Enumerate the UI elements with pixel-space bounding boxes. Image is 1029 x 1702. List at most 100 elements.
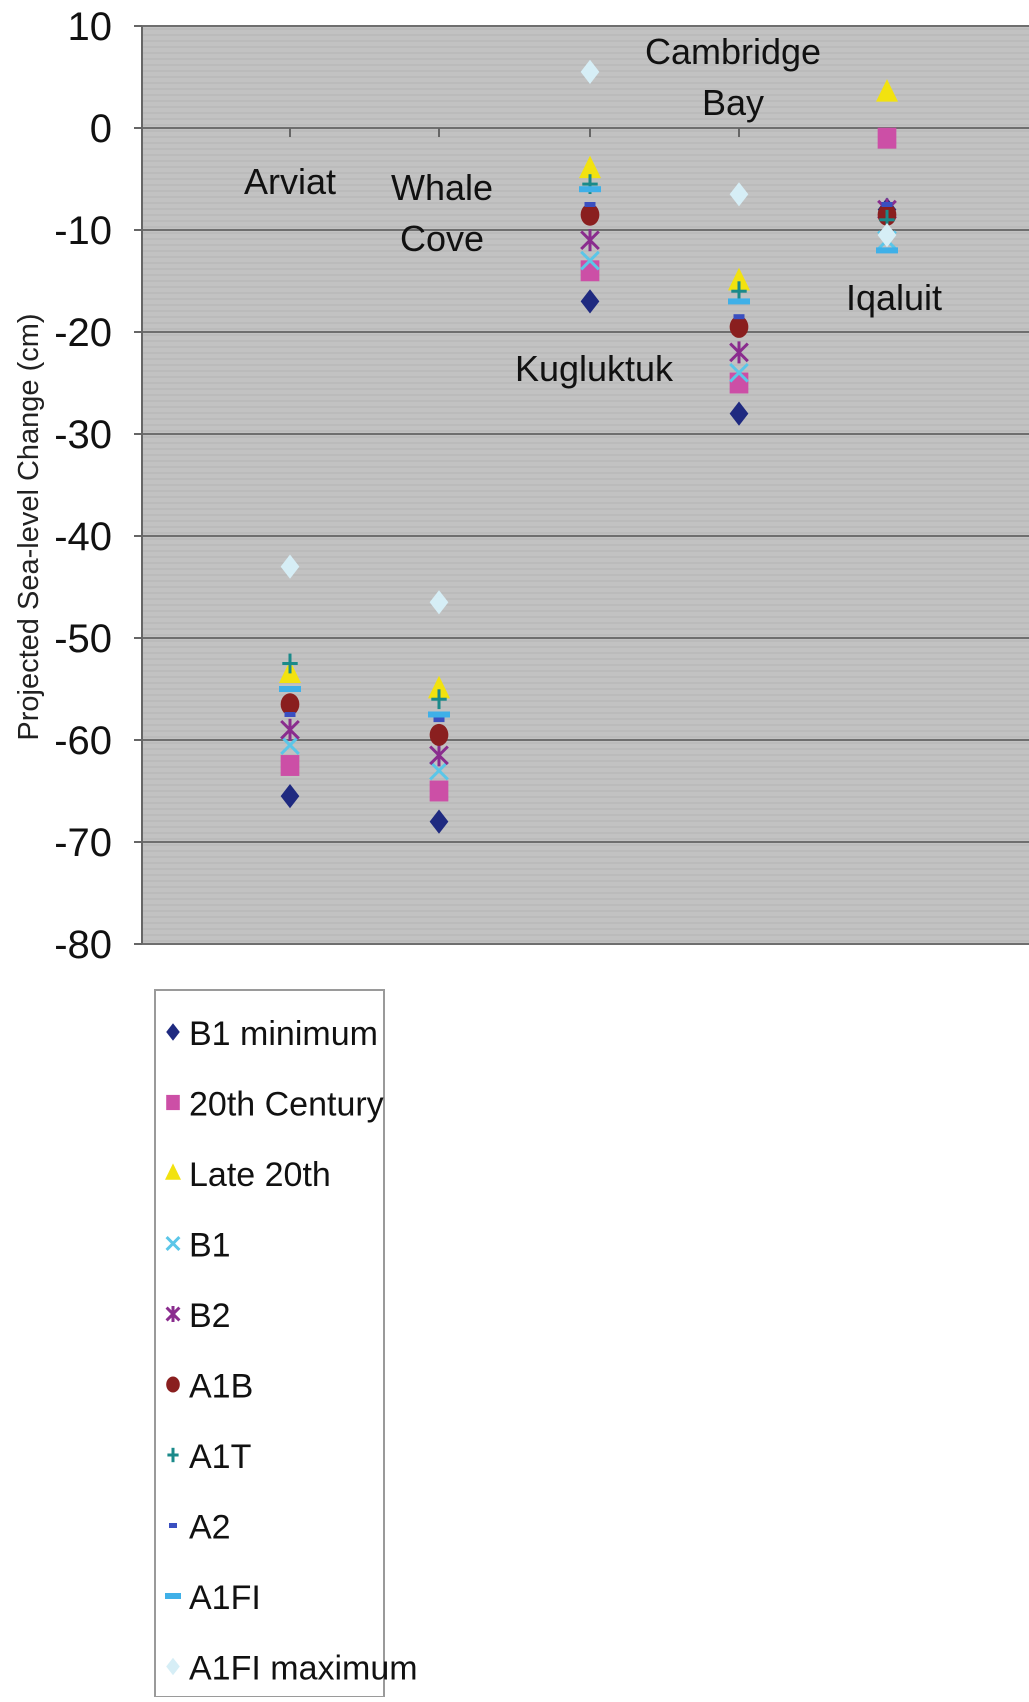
legend-item: A1B xyxy=(166,1368,253,1406)
legend-label: A1B xyxy=(189,1368,253,1406)
plot-area: 10 0 -10 -20 -30 -40 -50 -60 -70 -80 Arviat Whale Co… xyxy=(54,5,1029,967)
point-late-20th xyxy=(579,155,601,179)
category-label: Kugluktuk xyxy=(515,348,674,389)
y-tick-label: -40 xyxy=(54,515,112,559)
point-20th-century xyxy=(877,127,897,149)
point-a1b xyxy=(429,723,449,746)
point-a1b xyxy=(280,693,300,716)
point-b1-minimum xyxy=(280,784,300,809)
category-label: Iqaluit xyxy=(846,277,942,318)
point-a2 xyxy=(284,712,296,717)
category-label-line: Kugluktuk xyxy=(515,348,674,389)
point-20th-century xyxy=(729,372,749,394)
legend-item: B2 xyxy=(165,1297,231,1335)
legend-label: B1 xyxy=(189,1227,231,1265)
legend-marker xyxy=(166,1094,180,1111)
point-a2 xyxy=(584,202,596,207)
legend-label: Late 20th xyxy=(189,1156,331,1194)
marker-stroke xyxy=(580,250,600,271)
point-b1-minimum xyxy=(580,289,600,314)
category-label: Cambridge Bay xyxy=(645,31,821,123)
legend-marker xyxy=(167,1447,179,1463)
legend-label: A1FI xyxy=(189,1579,261,1617)
legend-box xyxy=(154,989,385,1698)
point-a1fi-maximum xyxy=(877,223,897,248)
point-a1b xyxy=(580,203,600,226)
legend-label: B1 minimum xyxy=(189,1015,378,1053)
point-b2 xyxy=(280,718,300,741)
point-late-20th xyxy=(728,267,750,291)
legend-item: A1T xyxy=(167,1438,251,1476)
point-b1 xyxy=(280,735,300,755)
legend-item: B1 minimum xyxy=(166,1015,378,1053)
point-b2 xyxy=(429,744,449,767)
point-a1t xyxy=(431,689,447,710)
category-label-line: Arviat xyxy=(244,161,336,202)
marker-stroke xyxy=(165,1236,181,1251)
legend-marker xyxy=(169,1523,177,1528)
y-tick-label: -60 xyxy=(54,719,112,763)
point-a1fi xyxy=(876,247,898,254)
point-b1 xyxy=(580,250,600,271)
legend-marker xyxy=(165,1163,181,1180)
legend: B1 minimum 20th Century Late 20th B1 B2 A1B A1… xyxy=(154,989,418,1698)
point-a1fi xyxy=(279,686,301,692)
y-tick-label: 0 xyxy=(90,107,112,151)
legend-item: B1 xyxy=(165,1227,231,1265)
point-b1-minimum xyxy=(429,809,449,834)
category-label-line: Cambridge xyxy=(645,31,821,72)
category-label: Arviat xyxy=(244,161,336,202)
point-a1fi xyxy=(579,186,601,193)
point-a2 xyxy=(881,202,893,207)
legend-item: Late 20th xyxy=(165,1156,331,1194)
legend-item: A1FI xyxy=(165,1579,261,1617)
point-late-20th xyxy=(428,675,450,699)
marker-stroke xyxy=(280,735,300,755)
point-a1fi-maximum xyxy=(729,182,749,207)
legend-marker xyxy=(166,1376,180,1393)
y-tick-label: 10 xyxy=(68,5,113,49)
legend-label: A2 xyxy=(189,1509,231,1547)
legend-marker xyxy=(165,1593,181,1599)
y-axis-title: Projected Sea-level Change (cm) xyxy=(13,313,45,740)
legend-marker xyxy=(165,1236,181,1251)
y-tick-label: -20 xyxy=(54,311,112,355)
y-tick-label: -50 xyxy=(54,617,112,661)
point-b1 xyxy=(729,362,749,383)
point-20th-century xyxy=(580,260,600,282)
legend-marker xyxy=(166,1657,180,1676)
point-a1t xyxy=(282,653,298,674)
point-a1fi-maximum xyxy=(280,554,300,579)
legend-label: B2 xyxy=(189,1297,231,1335)
category-label-line: Iqaluit xyxy=(846,277,942,318)
category-label-line: Cove xyxy=(400,218,484,259)
category-label-line: Bay xyxy=(702,82,764,123)
legend-marker xyxy=(166,1023,180,1041)
point-a1t xyxy=(731,281,747,302)
point-a2 xyxy=(733,314,745,320)
legend-label: A1T xyxy=(189,1438,251,1476)
point-b1-minimum xyxy=(729,401,749,426)
legend-label: 20th Century xyxy=(189,1086,384,1124)
point-b2 xyxy=(729,341,749,364)
y-tick-label: -70 xyxy=(54,821,112,865)
point-a2 xyxy=(433,717,445,723)
marker-stroke xyxy=(729,362,749,383)
legend-label: A1FI maximum xyxy=(189,1650,418,1688)
legend-item: A1FI maximum xyxy=(166,1650,418,1688)
point-20th-century xyxy=(280,755,300,776)
point-a1fi-maximum xyxy=(429,590,449,615)
point-a1fi xyxy=(728,298,750,305)
y-tick-label: -80 xyxy=(54,923,112,967)
legend-item: A2 xyxy=(169,1509,231,1547)
point-late-20th xyxy=(876,79,898,102)
point-20th-century xyxy=(429,780,449,802)
point-a1fi xyxy=(428,711,450,718)
marker-stroke xyxy=(429,760,449,781)
point-a1fi-maximum xyxy=(580,59,600,84)
legend-marker xyxy=(165,1306,181,1322)
category-label: Whale Cove xyxy=(391,167,493,259)
point-a1b xyxy=(729,315,749,338)
